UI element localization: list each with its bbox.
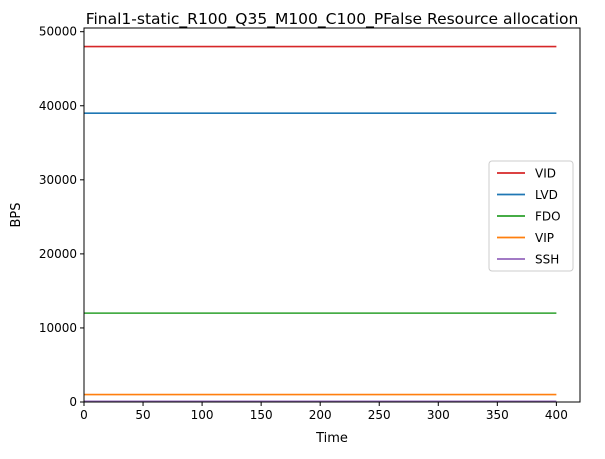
- x-tick-label: 400: [545, 408, 568, 422]
- legend-label-fdo: FDO: [535, 210, 561, 224]
- x-axis-label: Time: [315, 431, 348, 446]
- y-tick-label: 50000: [39, 25, 77, 39]
- y-axis: 0 10000 20000 30000 40000 50000: [39, 25, 84, 409]
- series-layer: [84, 45, 557, 403]
- y-tick-label: 40000: [39, 99, 77, 113]
- legend-label-vid: VID: [535, 167, 556, 181]
- chart-title: Final1-static_R100_Q35_M100_C100_PFalse …: [86, 10, 579, 29]
- legend-label-lvd: LVD: [535, 188, 558, 202]
- legend-label-ssh: SSH: [535, 253, 559, 267]
- y-axis-label: BPS: [9, 202, 24, 227]
- legend-label-vip: VIP: [535, 231, 554, 245]
- x-axis: 0 50 100 150 200 250 300 350 400: [80, 402, 568, 422]
- x-tick-label: 250: [368, 408, 391, 422]
- y-tick-label: 0: [69, 395, 77, 409]
- x-tick-label: 50: [135, 408, 150, 422]
- y-tick-label: 10000: [39, 321, 77, 335]
- x-tick-label: 0: [80, 408, 88, 422]
- x-tick-label: 200: [309, 408, 332, 422]
- x-tick-label: 100: [191, 408, 214, 422]
- y-tick-label: 30000: [39, 173, 77, 187]
- legend: VID LVD FDO VIP SSH: [488, 160, 574, 272]
- x-tick-label: 150: [250, 408, 273, 422]
- x-tick-label: 300: [427, 408, 450, 422]
- plot-area-frame: [83, 27, 581, 403]
- y-tick-label: 20000: [39, 247, 77, 261]
- legend-frame: [488, 160, 574, 272]
- x-tick-label: 350: [486, 408, 509, 422]
